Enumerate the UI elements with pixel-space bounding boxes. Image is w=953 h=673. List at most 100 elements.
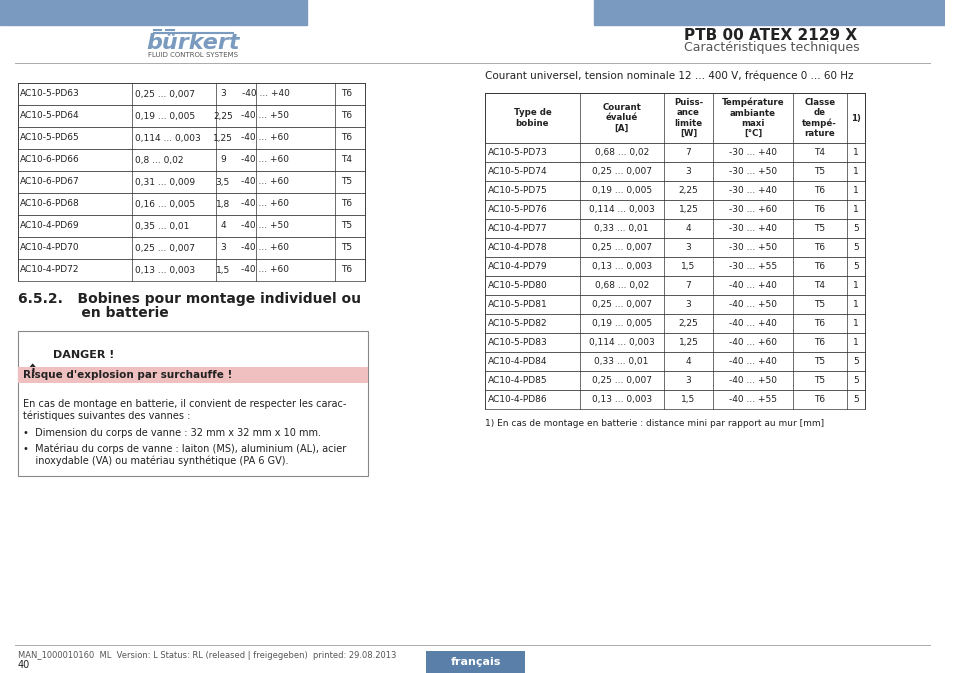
Text: -40 ... +55: -40 ... +55 [728, 395, 776, 404]
Text: !: ! [30, 368, 35, 378]
Text: 1,5: 1,5 [680, 395, 695, 404]
Bar [18, 331, 367, 476]
Bar [485, 181, 864, 200]
Text: -40 ... +50: -40 ... +50 [241, 221, 289, 230]
Text: -40 ... +50: -40 ... +50 [728, 376, 776, 385]
Text: T4: T4 [814, 281, 824, 290]
Text: français: français [450, 657, 500, 667]
Text: T6: T6 [813, 205, 824, 214]
Text: Classe
de
tempé-
rature: Classe de tempé- rature [801, 98, 837, 139]
Text: -40 ... +60: -40 ... +60 [241, 178, 289, 186]
Text: AC10-4-PD69: AC10-4-PD69 [20, 221, 79, 230]
Bar [485, 371, 864, 390]
Text: AC10-6-PD68: AC10-6-PD68 [20, 199, 79, 209]
Text: -40 ... +40: -40 ... +40 [728, 357, 776, 366]
Bar [485, 219, 864, 238]
Text: 0,33 ... 0,01: 0,33 ... 0,01 [594, 224, 648, 233]
Text: 4: 4 [220, 221, 226, 230]
Text: 0,25 ... 0,007: 0,25 ... 0,007 [591, 167, 651, 176]
Text: -40 ... +60: -40 ... +60 [241, 133, 289, 143]
Text: AC10-5-PD81: AC10-5-PD81 [488, 300, 548, 309]
Text: T6: T6 [813, 262, 824, 271]
Text: T4: T4 [814, 148, 824, 157]
Text: AC10-5-PD76: AC10-5-PD76 [488, 205, 548, 214]
Text: 0,13 ... 0,003: 0,13 ... 0,003 [591, 395, 651, 404]
Text: 1: 1 [852, 300, 858, 309]
Text: -40 ... +60: -40 ... +60 [241, 244, 289, 252]
Text: -30 ... +40: -30 ... +40 [728, 224, 776, 233]
Text: T6: T6 [813, 395, 824, 404]
Bar [18, 259, 364, 281]
Text: 3: 3 [685, 300, 691, 309]
Text: T6: T6 [341, 199, 352, 209]
Text: 1,25: 1,25 [678, 205, 698, 214]
Polygon shape [21, 365, 45, 379]
Text: 4: 4 [685, 224, 691, 233]
Text: AC10-6-PD66: AC10-6-PD66 [20, 155, 79, 164]
Text: 3: 3 [220, 244, 226, 252]
Text: inoxydable (VA) ou matériau synthétique (PA 6 GV).: inoxydable (VA) ou matériau synthétique … [23, 455, 288, 466]
Text: AC10-4-PD72: AC10-4-PD72 [20, 266, 79, 275]
Text: 2,25: 2,25 [678, 186, 698, 195]
Text: -30 ... +50: -30 ... +50 [728, 167, 776, 176]
Text: AC10-5-PD82: AC10-5-PD82 [488, 319, 547, 328]
Text: 3,5: 3,5 [215, 178, 230, 186]
Bar [485, 276, 864, 295]
Text: T5: T5 [341, 244, 352, 252]
Text: 5: 5 [852, 262, 858, 271]
Text: T5: T5 [813, 376, 824, 385]
Text: 0,13 ... 0,003: 0,13 ... 0,003 [591, 262, 651, 271]
Text: 0,19 ... 0,005: 0,19 ... 0,005 [591, 186, 651, 195]
Text: -30 ... +55: -30 ... +55 [728, 262, 776, 271]
Text: 2,25: 2,25 [213, 112, 233, 120]
Text: 0,16 ... 0,005: 0,16 ... 0,005 [134, 199, 194, 209]
Text: T6: T6 [813, 338, 824, 347]
Text: -40 ... +60: -40 ... +60 [728, 338, 776, 347]
Text: 5: 5 [852, 395, 858, 404]
Text: AC10-5-PD63: AC10-5-PD63 [20, 90, 79, 98]
Text: Caractéristiques techniques: Caractéristiques techniques [683, 40, 859, 53]
Text: AC10-5-PD75: AC10-5-PD75 [488, 186, 548, 195]
Text: Courant
évalué
[A]: Courant évalué [A] [601, 103, 640, 133]
Text: AC10-4-PD79: AC10-4-PD79 [488, 262, 547, 271]
Text: 1: 1 [852, 319, 858, 328]
Text: 3: 3 [685, 243, 691, 252]
Text: 1): 1) [850, 114, 860, 122]
Bar [485, 143, 864, 162]
Text: T5: T5 [341, 178, 352, 186]
Text: 3: 3 [685, 376, 691, 385]
Text: 4: 4 [685, 357, 691, 366]
Text: -40 ... +40: -40 ... +40 [241, 90, 289, 98]
Text: -40 ... +40: -40 ... +40 [728, 319, 776, 328]
Text: 0,68 ... 0,02: 0,68 ... 0,02 [594, 148, 648, 157]
Bar [18, 83, 364, 105]
Text: AC10-5-PD80: AC10-5-PD80 [488, 281, 548, 290]
Text: 0,25 ... 0,007: 0,25 ... 0,007 [134, 244, 194, 252]
Text: -30 ... +60: -30 ... +60 [728, 205, 776, 214]
Text: Risque d'explosion par surchauffe !: Risque d'explosion par surchauffe ! [23, 370, 232, 380]
Bar [18, 105, 364, 127]
Text: T6: T6 [813, 186, 824, 195]
Text: AC10-4-PD85: AC10-4-PD85 [488, 376, 547, 385]
Text: 1,25: 1,25 [678, 338, 698, 347]
Text: 3: 3 [685, 167, 691, 176]
Text: AC10-6-PD67: AC10-6-PD67 [20, 178, 79, 186]
Text: AC10-5-PD73: AC10-5-PD73 [488, 148, 548, 157]
Text: -30 ... +40: -30 ... +40 [728, 148, 776, 157]
Text: 0,35 ... 0,01: 0,35 ... 0,01 [134, 221, 189, 230]
Bar [18, 171, 364, 193]
Text: AC10-4-PD78: AC10-4-PD78 [488, 243, 547, 252]
Bar [18, 193, 364, 215]
Text: 7: 7 [685, 148, 691, 157]
Text: T5: T5 [813, 224, 824, 233]
Text: T6: T6 [813, 319, 824, 328]
Text: AC10-4-PD77: AC10-4-PD77 [488, 224, 547, 233]
Bar [18, 367, 367, 383]
Text: En cas de montage en batterie, il convient de respecter les carac-
téristiques s: En cas de montage en batterie, il convie… [23, 399, 346, 421]
Text: 0,68 ... 0,02: 0,68 ... 0,02 [594, 281, 648, 290]
Text: 0,19 ... 0,005: 0,19 ... 0,005 [134, 112, 194, 120]
Bar [594, 0, 944, 25]
Text: Puiss-
ance
limite
[W]: Puiss- ance limite [W] [673, 98, 702, 138]
Bar [18, 149, 364, 171]
Bar [18, 237, 364, 259]
